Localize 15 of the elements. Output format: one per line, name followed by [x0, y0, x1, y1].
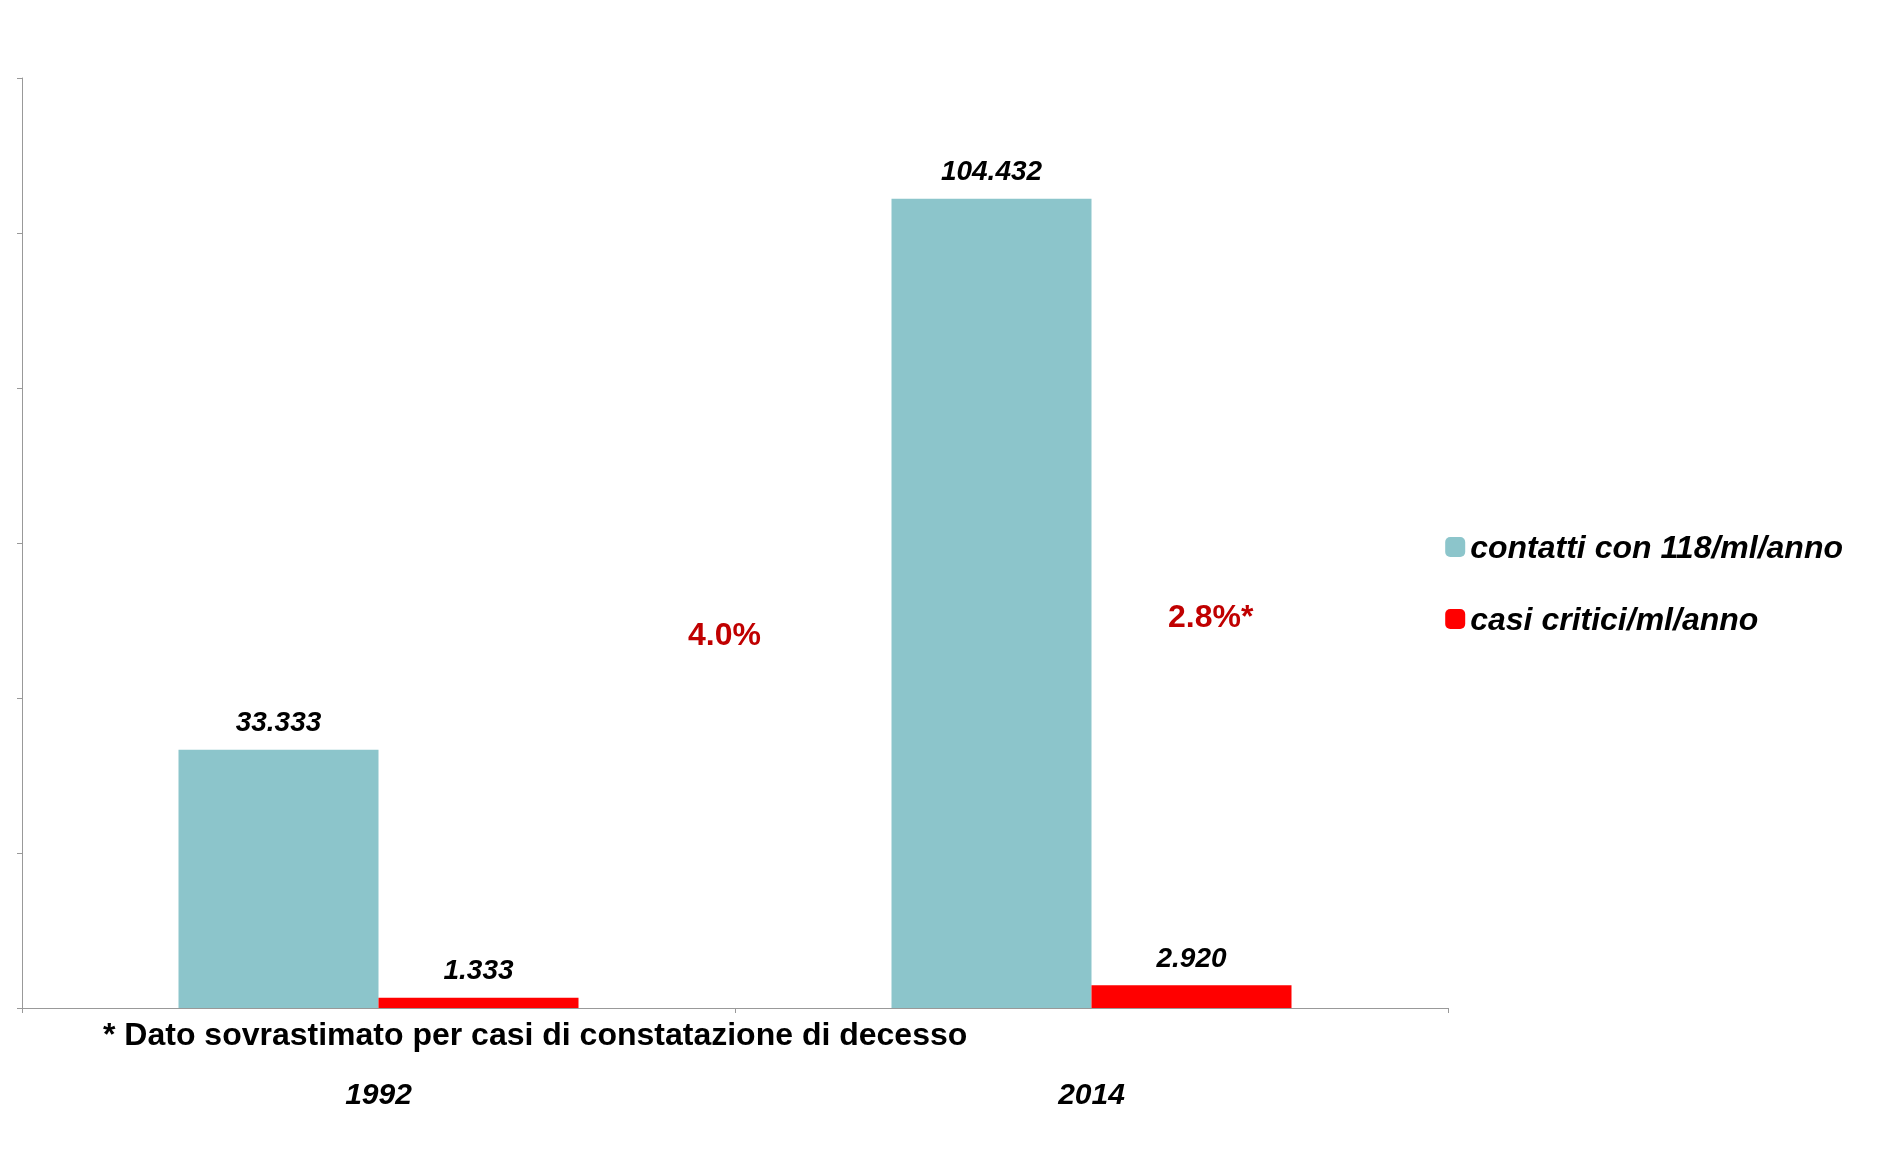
legend-label: contatti con 118/ml/anno: [1470, 529, 1843, 565]
bar: [891, 198, 1092, 1008]
data-label: 33.333: [235, 706, 322, 738]
annotation: 4.0%: [688, 616, 761, 652]
legend-label: casi critici/ml/anno: [1470, 601, 1759, 637]
bar: [378, 997, 579, 1008]
text: * Dato sovrastimato per casi di constatazione di decesso: [103, 1016, 968, 1052]
data-label: 2.920: [1155, 941, 1227, 973]
bar: [178, 749, 379, 1008]
x-tick-label: 2014: [1057, 1076, 1126, 1110]
bar: [1091, 985, 1292, 1008]
x-tick-label: 1992: [345, 1076, 413, 1110]
annotation: 2.8%*: [1168, 598, 1254, 634]
data-label: 1.333: [443, 954, 514, 986]
data-label: 104.432: [940, 155, 1043, 187]
